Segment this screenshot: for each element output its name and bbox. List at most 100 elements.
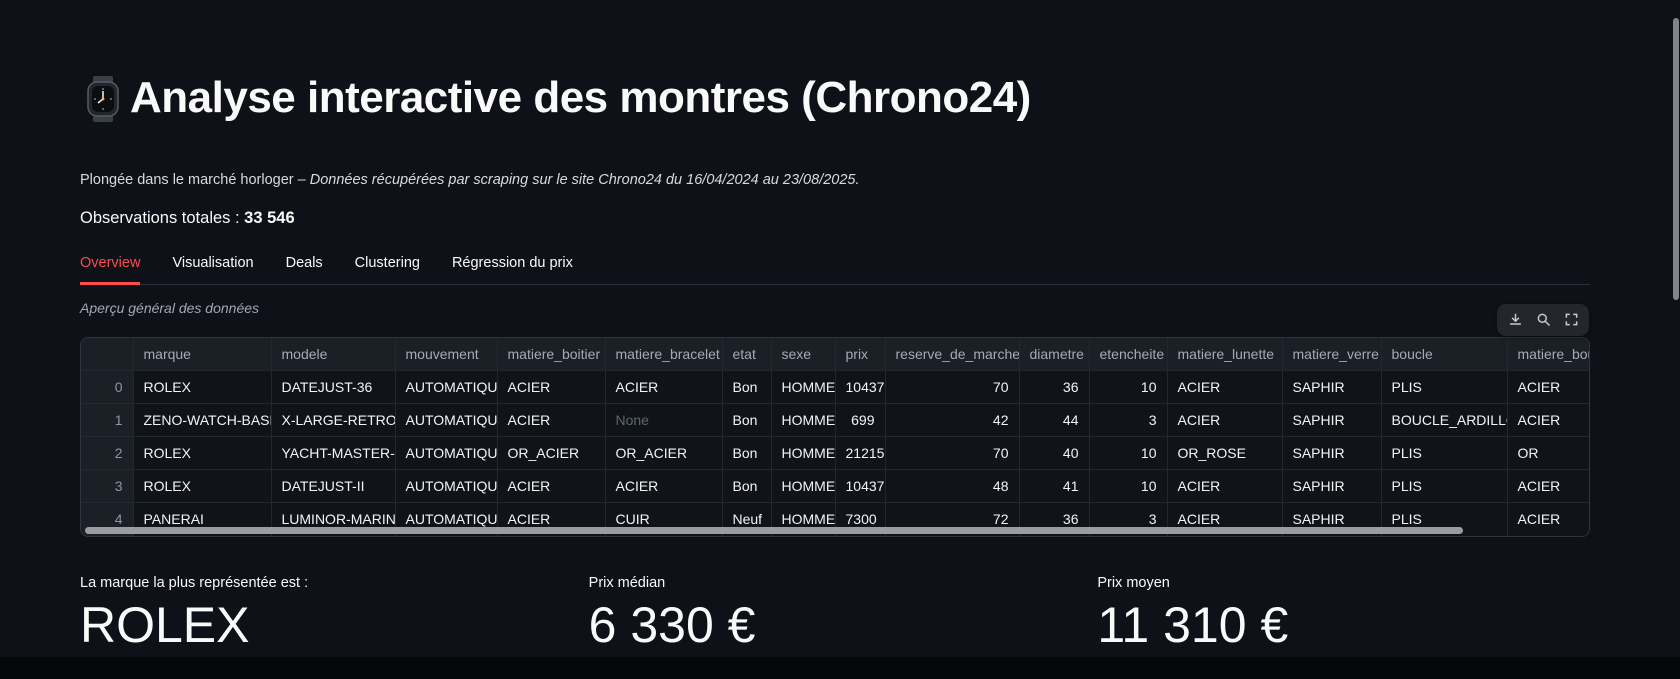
column-header-mouvement[interactable]: mouvement [395, 337, 498, 372]
table-cell[interactable]: 21215 [835, 436, 886, 471]
dataframe: marque modele mouvement matiere_boitier mati… [80, 303, 1590, 537]
tab-regression-du-prix[interactable]: Régression du prix [451, 254, 573, 271]
table-cell[interactable]: PLIS [1381, 469, 1508, 504]
row-index-cell[interactable]: 1 [81, 403, 134, 438]
table-cell[interactable]: ACIER [497, 469, 606, 504]
download-button[interactable] [1503, 308, 1527, 332]
table-cell[interactable]: DATEJUST-36 [271, 370, 396, 405]
table-cell[interactable]: HOMME [771, 469, 836, 504]
table-cell[interactable]: 10437 [835, 469, 886, 504]
row-index-cell[interactable]: 3 [81, 469, 134, 504]
table-cell[interactable]: 10 [1089, 469, 1168, 504]
table-cell[interactable]: 10 [1089, 436, 1168, 471]
column-header-reserve_de_marche[interactable]: reserve_de_marche [885, 337, 1020, 372]
table-cell[interactable]: AUTOMATIQUE [395, 403, 498, 438]
table-cell[interactable]: Bon [722, 370, 772, 405]
table-cell[interactable]: ACIER [1167, 403, 1283, 438]
table-cell[interactable]: OR_ACIER [605, 436, 723, 471]
table-cell[interactable]: ROLEX [133, 436, 272, 471]
table-cell[interactable]: 40 [1019, 436, 1090, 471]
table-cell[interactable]: PLIS [1381, 436, 1508, 471]
column-header-matiere_boitier[interactable]: matiere_boitier [497, 337, 606, 372]
table-cell[interactable]: Bon [722, 469, 772, 504]
table-cell[interactable]: Bon [722, 403, 772, 438]
table-cell[interactable]: 699 [835, 403, 886, 438]
tab-visualisation[interactable]: Visualisation [172, 254, 254, 271]
column-header-etat[interactable]: etat [722, 337, 772, 372]
table-cell[interactable]: SAPHIR [1282, 403, 1382, 438]
column-header-etencheite[interactable]: etencheite [1089, 337, 1168, 372]
table-cell[interactable]: ACIER [1507, 370, 1589, 405]
table-cell[interactable]: ACIER [605, 469, 723, 504]
table-row: 4 PANERAI LUMINOR-MARINA AUTOMATIQUE ACIER CU… [81, 502, 1589, 536]
table-cell[interactable]: ACIER [1507, 502, 1589, 536]
table-cell[interactable]: ACIER [1507, 403, 1589, 438]
column-header-diametre[interactable]: diametre [1019, 337, 1090, 372]
table-cell[interactable]: AUTOMATIQUE [395, 469, 498, 504]
table-cell[interactable]: AUTOMATIQUE [395, 370, 498, 405]
table-cell[interactable]: ZENO-WATCH-BASEL [133, 403, 272, 438]
table-cell[interactable]: ACIER [497, 370, 606, 405]
download-icon [1509, 313, 1521, 325]
table-cell[interactable]: ACIER [1507, 469, 1589, 504]
horizontal-scrollbar[interactable] [85, 526, 1463, 534]
table-cell[interactable]: DATEJUST-II [271, 469, 396, 504]
table-cell[interactable]: HOMME [771, 403, 836, 438]
table-cell[interactable]: ROLEX [133, 469, 272, 504]
column-header-matiere_bracelet[interactable]: matiere_bracelet [605, 337, 723, 372]
table-cell[interactable]: 3 [1089, 403, 1168, 438]
column-header-matiere_lunette[interactable]: matiere_lunette [1167, 337, 1283, 372]
table-cell[interactable]: OR_ACIER [497, 436, 606, 471]
column-header-boucle[interactable]: boucle [1381, 337, 1508, 372]
row-marker-header[interactable] [81, 337, 134, 372]
table-cell[interactable]: YACHT-MASTER-40 [271, 436, 396, 471]
table-cell[interactable]: ACIER [1167, 469, 1283, 504]
table-cell[interactable]: 70 [885, 370, 1020, 405]
table-cell[interactable]: 42 [885, 403, 1020, 438]
tab-overview[interactable]: Overview [80, 255, 141, 285]
table-cell[interactable]: ACIER [1167, 370, 1283, 405]
page-subtitle: Plongée dans le marché horloger – Donnée… [80, 172, 1590, 188]
table-cell[interactable]: HOMME [771, 370, 836, 405]
table-cell[interactable]: BOUCLE_ARDILLON [1381, 403, 1508, 438]
table-cell[interactable]: 41 [1019, 469, 1090, 504]
table-cell[interactable]: SAPHIR [1282, 370, 1382, 405]
table-cell[interactable]: 44 [1019, 403, 1090, 438]
table-cell[interactable]: ACIER [605, 370, 723, 405]
column-header-sexe[interactable]: sexe [771, 337, 836, 372]
tab-clustering[interactable]: Clustering [354, 254, 420, 271]
column-header-matiere_verre[interactable]: matiere_verre [1282, 337, 1382, 372]
page-scrollbar[interactable] [1673, 18, 1679, 300]
table-cell[interactable]: PLIS [1381, 370, 1508, 405]
column-header-modele[interactable]: modele [271, 337, 396, 372]
table-cell[interactable]: X-LARGE-RETRO [271, 403, 396, 438]
column-header-matiere_bou[interactable]: matiere_bou [1507, 337, 1589, 372]
table-cell[interactable]: ROLEX [133, 370, 272, 405]
column-header-marque[interactable]: marque [133, 337, 272, 372]
row-index-cell[interactable]: 0 [81, 370, 134, 405]
table-cell[interactable]: AUTOMATIQUE [395, 436, 498, 471]
table-cell[interactable]: 70 [885, 436, 1020, 471]
table-cell[interactable]: Bon [722, 436, 772, 471]
table-cell[interactable]: SAPHIR [1282, 436, 1382, 471]
table-cell[interactable]: 10437 [835, 370, 886, 405]
table-cell[interactable]: None [605, 403, 723, 438]
fullscreen-button[interactable] [1559, 308, 1583, 332]
table-cell[interactable]: 10 [1089, 370, 1168, 405]
table-cell[interactable]: OR [1507, 436, 1589, 471]
metric-value: ROLEX [80, 596, 250, 653]
table-cell[interactable]: 48 [885, 469, 1020, 504]
row-index-cell[interactable]: 2 [81, 436, 134, 471]
observations-label: Observations totales : [80, 208, 240, 227]
column-header-prix[interactable]: prix [835, 337, 886, 372]
table-cell[interactable]: HOMME [771, 436, 836, 471]
bottom-strip [0, 657, 1680, 679]
table-cell[interactable]: SAPHIR [1282, 469, 1382, 504]
metric-label: La marque la plus représentée est : [80, 574, 309, 591]
table-cell[interactable]: 36 [1019, 370, 1090, 405]
table-cell[interactable]: OR_ROSE [1167, 436, 1283, 471]
search-button[interactable] [1531, 308, 1555, 332]
page-header: Analyse interactive des montres (Chrono2… [80, 0, 1590, 154]
tab-deals[interactable]: Deals [285, 254, 323, 271]
table-cell[interactable]: ACIER [497, 403, 606, 438]
